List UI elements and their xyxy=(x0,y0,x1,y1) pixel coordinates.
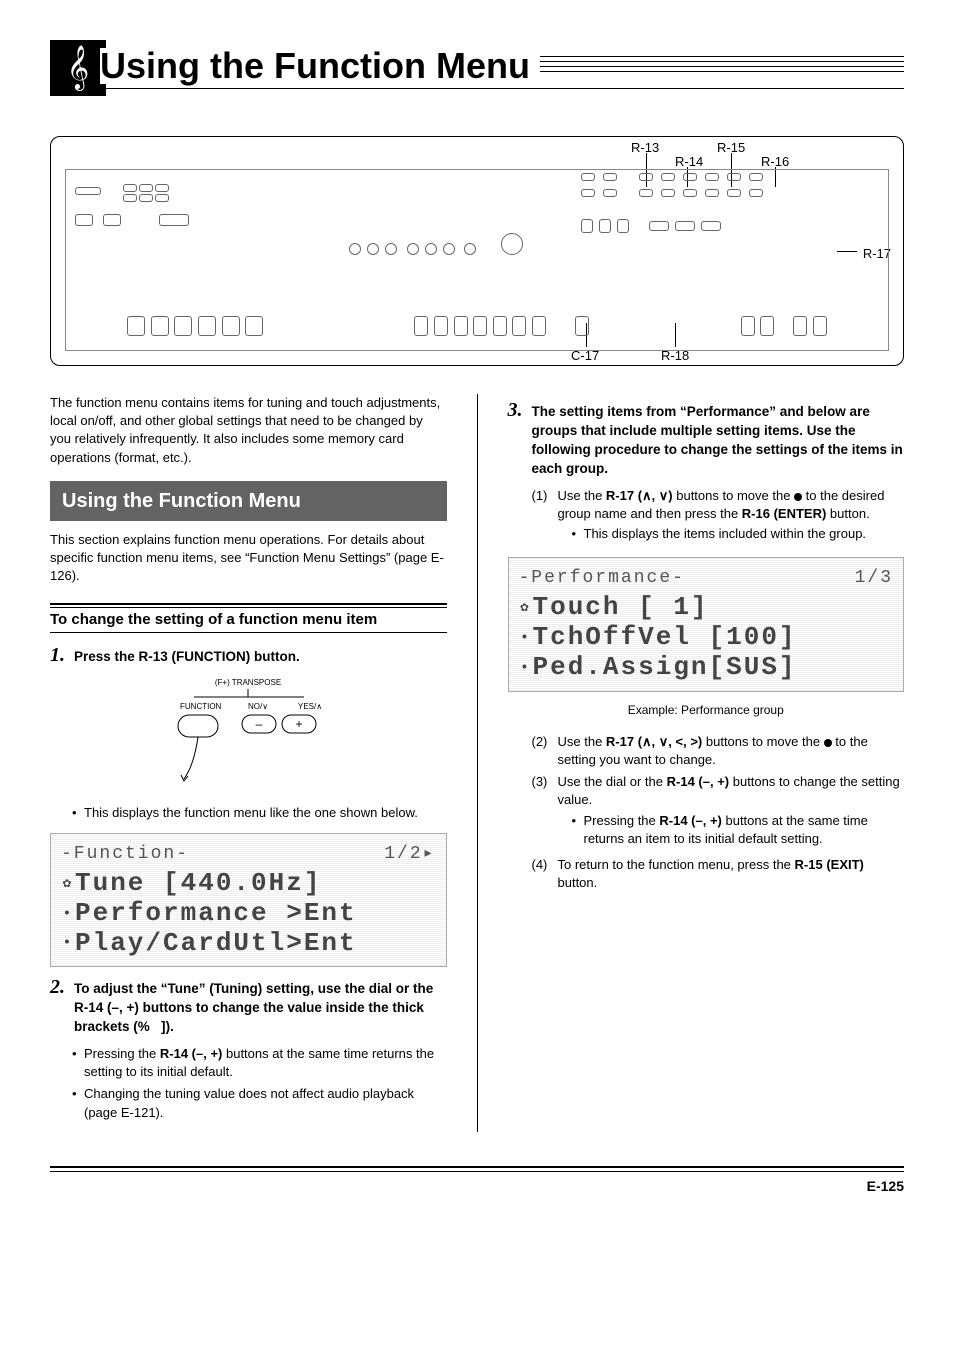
bullet: This displays the function menu like the… xyxy=(72,804,447,822)
step-text: Press the R-13 (FUNCTION) button. xyxy=(74,645,447,667)
page-header: 𝄞 Using the Function Menu xyxy=(50,40,904,96)
fig-top-label: (F+) TRANSPOSE xyxy=(215,678,281,687)
page-title: Using the Function Menu xyxy=(100,48,540,84)
section-bar: Using the Function Menu xyxy=(50,481,447,521)
substep-2: (2) Use the R-17 (∧, ∨, <, >) buttons to… xyxy=(532,733,905,769)
svg-text:–: – xyxy=(256,717,263,731)
svg-text:NO/∨: NO/∨ xyxy=(248,702,268,711)
left-column: The function menu contains items for tun… xyxy=(50,394,447,1132)
lcd-title-left: -Function- xyxy=(61,844,189,864)
bullet: Pressing the R-14 (–, +) buttons at the … xyxy=(572,812,905,848)
lcd-title-right: 1/3 xyxy=(855,566,893,591)
bullet: This displays the items included within … xyxy=(572,525,905,543)
subheading: To change the setting of a function menu… xyxy=(50,603,447,633)
page-footer: E-125 xyxy=(50,1166,904,1197)
section-intro: This section explains function menu oper… xyxy=(50,531,447,586)
cursor-dot-icon xyxy=(824,739,832,747)
lcd-row: ✿Touch [ 1] xyxy=(519,593,894,623)
cursor-dot-icon xyxy=(794,493,802,501)
lcd-row: ✿Tune [440.0Hz] xyxy=(61,869,436,899)
function-button-figure: (F+) TRANSPOSE FUNCTION NO/∨ YES/∧ – + xyxy=(50,675,447,790)
keyboard-diagram: R-13 R-15 R-14 R-16 R-17 C-17 R-18 xyxy=(50,136,904,366)
step3-sublist-cont: (2) Use the R-17 (∧, ∨, <, >) buttons to… xyxy=(532,733,905,893)
lcd-row: •Performance >Ent xyxy=(61,899,436,929)
header-rule-lines xyxy=(540,56,904,76)
step3-sublist: (1) Use the R-17 (∧, ∨) buttons to move … xyxy=(532,487,905,548)
substep-4: (4) To return to the function menu, pres… xyxy=(532,856,905,892)
lcd-title-left: -Performance- xyxy=(519,568,685,588)
column-divider xyxy=(477,394,478,1132)
treble-clef-icon: 𝄞 xyxy=(50,40,106,96)
content-columns: The function menu contains items for tun… xyxy=(50,394,904,1132)
svg-text:𝄞: 𝄞 xyxy=(67,46,89,91)
svg-text:YES/∧: YES/∧ xyxy=(298,702,322,711)
step-1: 1. Press the R-13 (FUNCTION) button. xyxy=(50,645,447,667)
lcd-row: •Ped.Assign[SUS] xyxy=(519,653,894,683)
intro-paragraph: The function menu contains items for tun… xyxy=(50,394,447,467)
step-number: 3. xyxy=(508,400,526,420)
lcd-performance-group: -Performance- 1/3 ✿Touch [ 1] •TchOffVel… xyxy=(508,557,905,692)
substep-1: (1) Use the R-17 (∧, ∨) buttons to move … xyxy=(532,487,905,548)
page-number: E-125 xyxy=(50,1171,904,1197)
svg-text:FUNCTION: FUNCTION xyxy=(180,702,222,711)
substep-3: (3) Use the dial or the R-14 (–, +) butt… xyxy=(532,773,905,852)
step-2: 2. To adjust the “Tune” (Tuning) setting… xyxy=(50,977,447,1037)
lcd-row: •Play/CardUtl>Ent xyxy=(61,929,436,959)
step-text: The setting items from “Performance” and… xyxy=(532,400,905,479)
lcd-title-right: 1/2▸ xyxy=(384,842,435,867)
lcd-function-menu: -Function- 1/2▸ ✿Tune [440.0Hz] •Perform… xyxy=(50,833,447,968)
step-number: 2. xyxy=(50,977,68,997)
step-number: 1. xyxy=(50,645,68,665)
right-column: 3. The setting items from “Performance” … xyxy=(508,394,905,1132)
step2-bullets: Pressing the R-14 (–, +) buttons at the … xyxy=(72,1045,447,1122)
svg-text:+: + xyxy=(296,717,303,731)
bullet: Pressing the R-14 (–, +) buttons at the … xyxy=(72,1045,447,1081)
lcd-caption: Example: Performance group xyxy=(508,702,905,719)
keyboard-body xyxy=(65,169,889,351)
step-text: To adjust the “Tune” (Tuning) setting, u… xyxy=(74,977,447,1037)
step-3: 3. The setting items from “Performance” … xyxy=(508,400,905,479)
bullet: Changing the tuning value does not affec… xyxy=(72,1085,447,1121)
step1-bullets: This displays the function menu like the… xyxy=(72,804,447,822)
lcd-row: •TchOffVel [100] xyxy=(519,623,894,653)
